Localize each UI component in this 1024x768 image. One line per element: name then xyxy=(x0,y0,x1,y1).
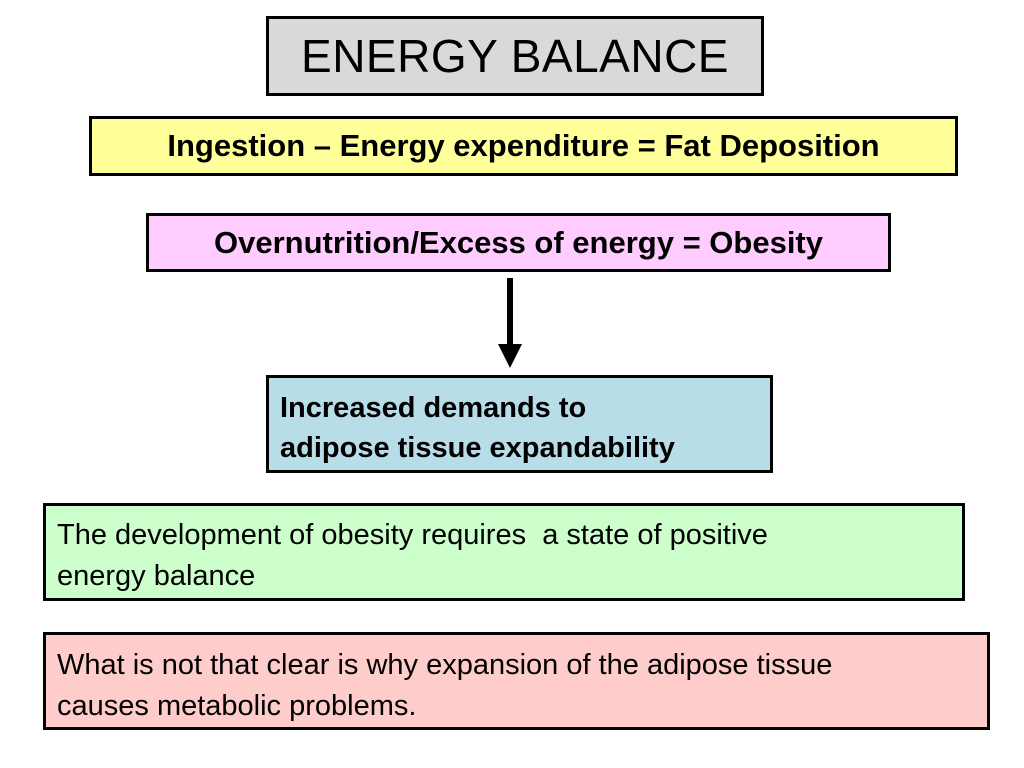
obesity-development-line-1: The development of obesity requires a st… xyxy=(57,519,768,551)
obesity-development-box: The development of obesity requires a st… xyxy=(43,503,965,601)
obesity-development-line-2: energy balance xyxy=(57,560,256,592)
slide-title-text: ENERGY BALANCE xyxy=(301,30,729,82)
metabolic-problems-box: What is not that clear is why expansion … xyxy=(43,632,990,730)
obesity-definition-box: Overnutrition/Excess of energy = Obesity xyxy=(146,213,891,272)
energy-balance-formula-text: Ingestion – Energy expenditure = Fat Dep… xyxy=(167,128,880,163)
obesity-definition-text: Overnutrition/Excess of energy = Obesity xyxy=(213,224,823,260)
metabolic-problems-line-2: causes metabolic problems. xyxy=(57,690,417,722)
arrow-down-icon xyxy=(498,278,522,368)
slide-title: ENERGY BALANCE xyxy=(266,16,764,96)
adipose-demands-box: Increased demands to adipose tissue expa… xyxy=(266,375,773,473)
adipose-demands-line-1: Increased demands to xyxy=(280,392,587,424)
adipose-demands-line-2: adipose tissue expandability xyxy=(280,432,675,464)
metabolic-problems-line-1: What is not that clear is why expansion … xyxy=(57,649,833,681)
energy-balance-formula-box: Ingestion – Energy expenditure = Fat Dep… xyxy=(89,116,958,176)
